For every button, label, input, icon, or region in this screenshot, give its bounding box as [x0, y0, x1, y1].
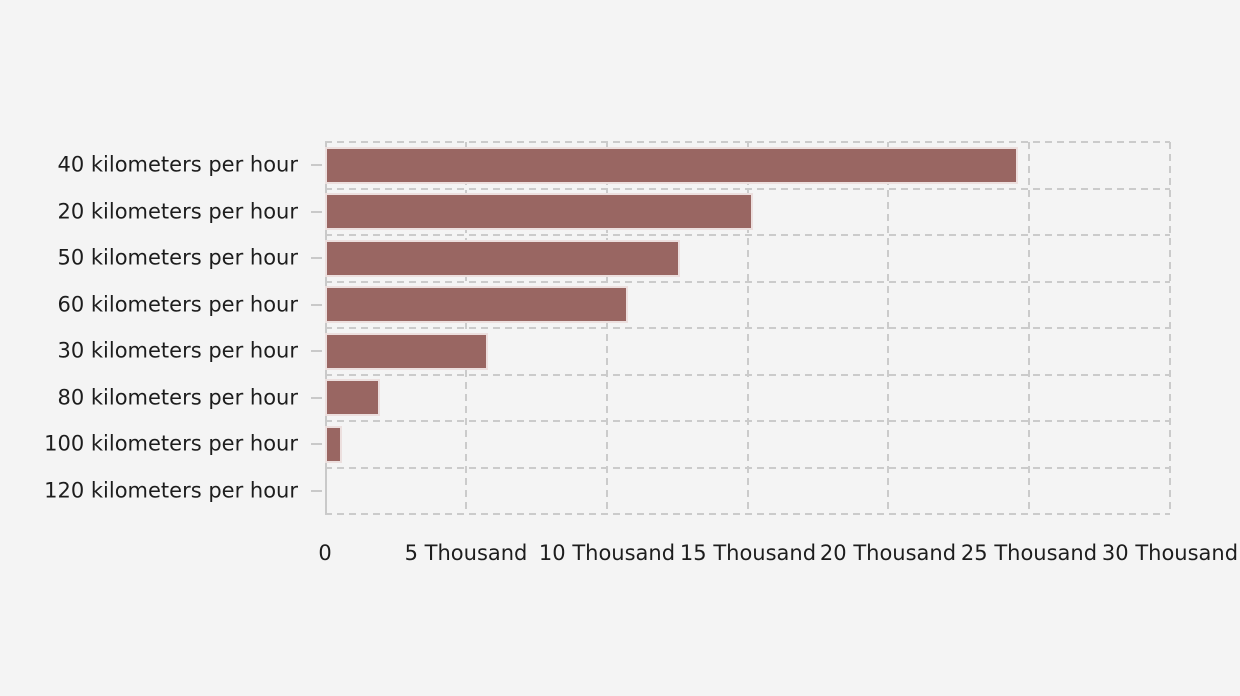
x-axis-label: 30 Thousand [1101, 541, 1239, 565]
y-axis-label: 40 kilometers per hour [57, 152, 298, 177]
vertical-gridline [1169, 142, 1171, 514]
vertical-gridline [465, 142, 467, 514]
y-axis-label: 80 kilometers per hour [57, 385, 298, 410]
plot-area [325, 141, 1171, 515]
y-tick-mark [311, 443, 322, 445]
y-tick-mark [311, 350, 322, 352]
x-axis-label: 10 Thousand [538, 541, 676, 565]
y-axis-line [325, 142, 327, 514]
y-tick-mark [311, 490, 322, 492]
vertical-gridline [747, 142, 749, 514]
x-axis-label: 15 Thousand [679, 541, 817, 565]
y-axis-label: 20 kilometers per hour [57, 199, 298, 224]
y-tick-mark [311, 164, 322, 166]
bar [325, 426, 342, 463]
bar [325, 240, 680, 277]
vertical-gridline [606, 142, 608, 514]
y-axis-label: 50 kilometers per hour [57, 245, 298, 270]
y-tick-mark [311, 211, 322, 213]
bar [325, 333, 488, 370]
x-axis-label: 20 Thousand [819, 541, 957, 565]
x-axis-label: 5 Thousand [404, 541, 528, 565]
vertical-gridline [887, 142, 889, 514]
y-axis-label: 100 kilometers per hour [44, 431, 298, 456]
bar [325, 193, 753, 230]
bar [325, 379, 380, 416]
bar [325, 147, 1018, 184]
y-axis-label: 120 kilometers per hour [44, 478, 298, 503]
y-axis-label: 60 kilometers per hour [57, 292, 298, 317]
y-tick-mark [311, 304, 322, 306]
y-tick-mark [311, 397, 322, 399]
horizontal-gridline [325, 513, 1170, 515]
vertical-gridline [1028, 142, 1030, 514]
bar [325, 286, 628, 323]
y-tick-mark [311, 257, 322, 259]
x-axis-label: 25 Thousand [960, 541, 1098, 565]
x-axis-label: 0 [318, 541, 332, 565]
y-axis-label: 30 kilometers per hour [57, 338, 298, 363]
